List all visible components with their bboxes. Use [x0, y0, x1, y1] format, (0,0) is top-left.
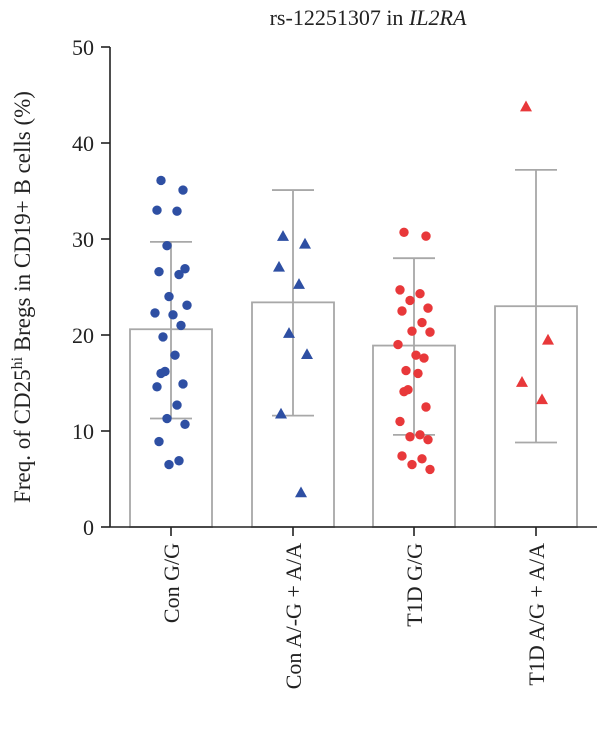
data-point [293, 278, 305, 289]
data-point [275, 407, 287, 419]
data-point [425, 464, 435, 475]
data-point [421, 231, 431, 241]
data-point [401, 365, 411, 376]
data-point [536, 393, 548, 405]
data-point [152, 205, 162, 215]
data-point [164, 459, 174, 470]
data-point [411, 350, 421, 360]
data-point [182, 300, 192, 310]
data-point [520, 100, 532, 112]
data-point [178, 185, 188, 195]
data-point [154, 436, 164, 447]
data-point [156, 175, 166, 186]
data-point [425, 327, 435, 337]
data-point [162, 241, 172, 251]
data-point [180, 264, 190, 274]
data-point [178, 379, 188, 389]
data-point [277, 230, 289, 241]
data-point [405, 295, 415, 306]
data-point [399, 227, 409, 237]
data-point [152, 382, 162, 392]
data-point [162, 413, 172, 424]
data-point [407, 459, 417, 470]
data-point [174, 456, 184, 466]
data-point [407, 326, 417, 336]
data-point [419, 353, 429, 363]
y-tick-label: 40 [72, 131, 94, 156]
chart-title: rs-12251307 in IL2RA [270, 5, 467, 30]
data-point [168, 310, 178, 320]
y-axis-label-suffix: Bregs in CD19+ B cells (%) [10, 91, 35, 357]
data-point [415, 289, 425, 299]
x-tick-label: T1D A/G + A/A [524, 543, 549, 686]
y-axis-label-prefix: Freq. of CD25 [10, 369, 35, 503]
data-point [395, 416, 405, 427]
data-point [423, 303, 433, 313]
data-point [421, 402, 431, 412]
data-point [397, 306, 407, 316]
data-point [413, 368, 423, 379]
data-point [156, 368, 166, 379]
data-point [154, 266, 164, 277]
data-point [393, 339, 403, 350]
data-point [150, 308, 160, 318]
y-tick-label: 20 [72, 323, 94, 348]
data-point [176, 320, 186, 331]
data-point [399, 386, 409, 397]
x-tick-label: Con A/-G + A/A [281, 543, 306, 689]
y-tick-label: 10 [72, 419, 94, 444]
x-tick-label: Con G/G [159, 543, 184, 623]
y-tick-label: 30 [72, 227, 94, 252]
data-point [417, 454, 427, 464]
data-point [172, 400, 182, 410]
axes: 0 10 20 30 40 50 Con G/G Con A/-G + A/A T1D G/G T… [72, 35, 597, 689]
y-axis-label: Freq. of CD25hi Bregs in CD19+ B cells (… [9, 91, 35, 503]
data-point [417, 317, 427, 328]
data-point [273, 260, 285, 272]
data-point [164, 291, 174, 302]
data-point [158, 332, 168, 342]
data-point [174, 269, 184, 280]
chart-title-prefix: rs-12251307 in [270, 5, 409, 30]
data-point [283, 327, 295, 338]
chart-title-gene: IL2RA [408, 5, 467, 30]
data-point [180, 419, 190, 429]
y-axis-label-superscript: hi [9, 356, 26, 369]
data-point [415, 430, 425, 440]
x-tick-label: T1D G/G [402, 543, 427, 627]
y-tick-label: 50 [72, 35, 94, 60]
data-point [423, 434, 433, 445]
y-tick-label: 0 [83, 515, 94, 540]
data-point [397, 451, 407, 461]
data-point [172, 206, 182, 216]
bars [129, 168, 578, 528]
data-point [395, 285, 405, 295]
data-point [542, 333, 554, 345]
data-point [516, 376, 528, 387]
data-point [299, 237, 311, 249]
data-points [150, 100, 554, 498]
data-point [170, 350, 180, 360]
data-point [295, 486, 307, 498]
data-point [301, 348, 313, 359]
data-point [405, 432, 415, 442]
